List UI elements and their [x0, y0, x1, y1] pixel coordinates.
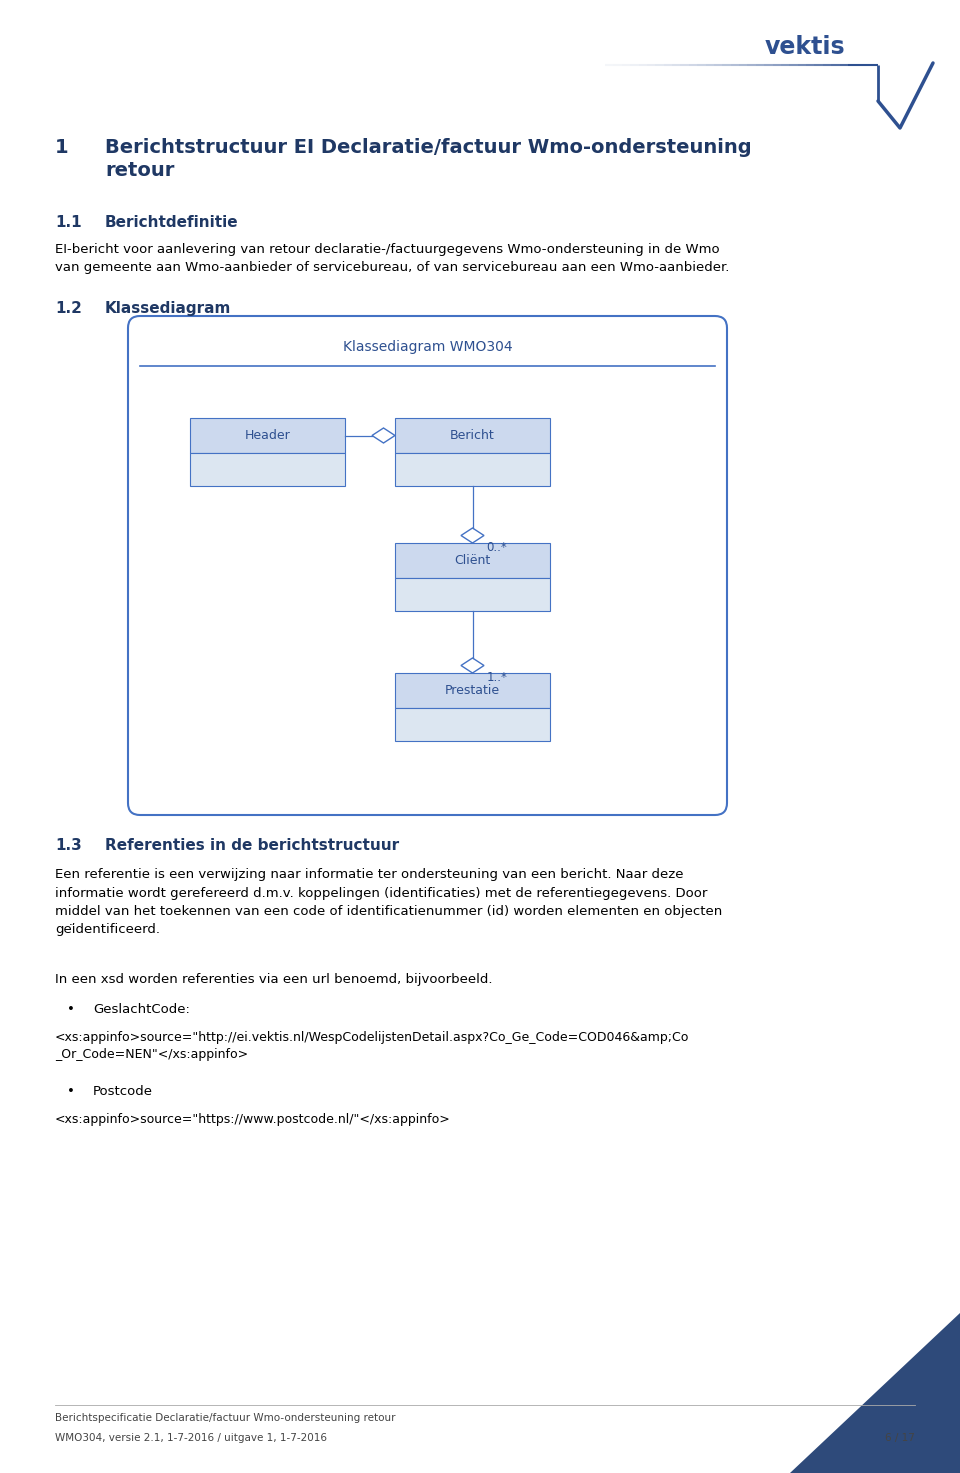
FancyBboxPatch shape [395, 544, 550, 577]
FancyBboxPatch shape [395, 577, 550, 611]
Text: 1.1: 1.1 [55, 215, 82, 230]
Text: 1: 1 [55, 138, 68, 158]
Text: Prestatie: Prestatie [444, 683, 500, 697]
Text: vektis: vektis [765, 35, 846, 59]
Text: Postcode: Postcode [93, 1086, 153, 1097]
Text: •: • [67, 1003, 75, 1016]
Text: WMO304, versie 2.1, 1-7-2016 / uitgave 1, 1-7-2016: WMO304, versie 2.1, 1-7-2016 / uitgave 1… [55, 1433, 327, 1444]
FancyBboxPatch shape [395, 454, 550, 486]
Text: Een referentie is een verwijzing naar informatie ter ondersteuning van een beric: Een referentie is een verwijzing naar in… [55, 868, 722, 937]
Text: 1..*: 1..* [487, 670, 508, 683]
FancyBboxPatch shape [395, 418, 550, 454]
Text: 1.2: 1.2 [55, 300, 82, 317]
Text: 1.3: 1.3 [55, 838, 82, 853]
Text: •: • [67, 1086, 75, 1097]
FancyBboxPatch shape [395, 709, 550, 741]
Text: Klassediagram WMO304: Klassediagram WMO304 [343, 340, 513, 354]
Text: <xs:appinfo>source="http://ei.vektis.nl/WespCodelijstenDetail.aspx?Co_Ge_Code=CO: <xs:appinfo>source="http://ei.vektis.nl/… [55, 1031, 689, 1061]
Text: Berichtdefinitie: Berichtdefinitie [105, 215, 239, 230]
Text: Berichtstructuur EI Declaratie/factuur Wmo-ondersteuning
retour: Berichtstructuur EI Declaratie/factuur W… [105, 138, 752, 181]
Text: Cliënt: Cliënt [454, 554, 491, 567]
Text: Referenties in de berichtstructuur: Referenties in de berichtstructuur [105, 838, 399, 853]
FancyBboxPatch shape [128, 317, 727, 815]
Text: Klassediagram: Klassediagram [105, 300, 231, 317]
FancyBboxPatch shape [190, 454, 345, 486]
Text: In een xsd worden referenties via een url benoemd, bijvoorbeeld.: In een xsd worden referenties via een ur… [55, 974, 492, 985]
Text: EI-bericht voor aanlevering van retour declaratie-/factuurgegevens Wmo-ondersteu: EI-bericht voor aanlevering van retour d… [55, 243, 730, 274]
Text: 6 / 17: 6 / 17 [885, 1433, 915, 1444]
FancyBboxPatch shape [190, 418, 345, 454]
Polygon shape [790, 1312, 960, 1473]
Text: Berichtspecificatie Declaratie/factuur Wmo-ondersteuning retour: Berichtspecificatie Declaratie/factuur W… [55, 1413, 396, 1423]
Text: GeslachtCode:: GeslachtCode: [93, 1003, 190, 1016]
Text: Bericht: Bericht [450, 429, 494, 442]
Text: <xs:appinfo>source="https://www.postcode.nl/"</xs:appinfo>: <xs:appinfo>source="https://www.postcode… [55, 1114, 451, 1125]
FancyBboxPatch shape [395, 673, 550, 709]
Text: Header: Header [245, 429, 290, 442]
Text: 0..*: 0..* [487, 541, 507, 554]
